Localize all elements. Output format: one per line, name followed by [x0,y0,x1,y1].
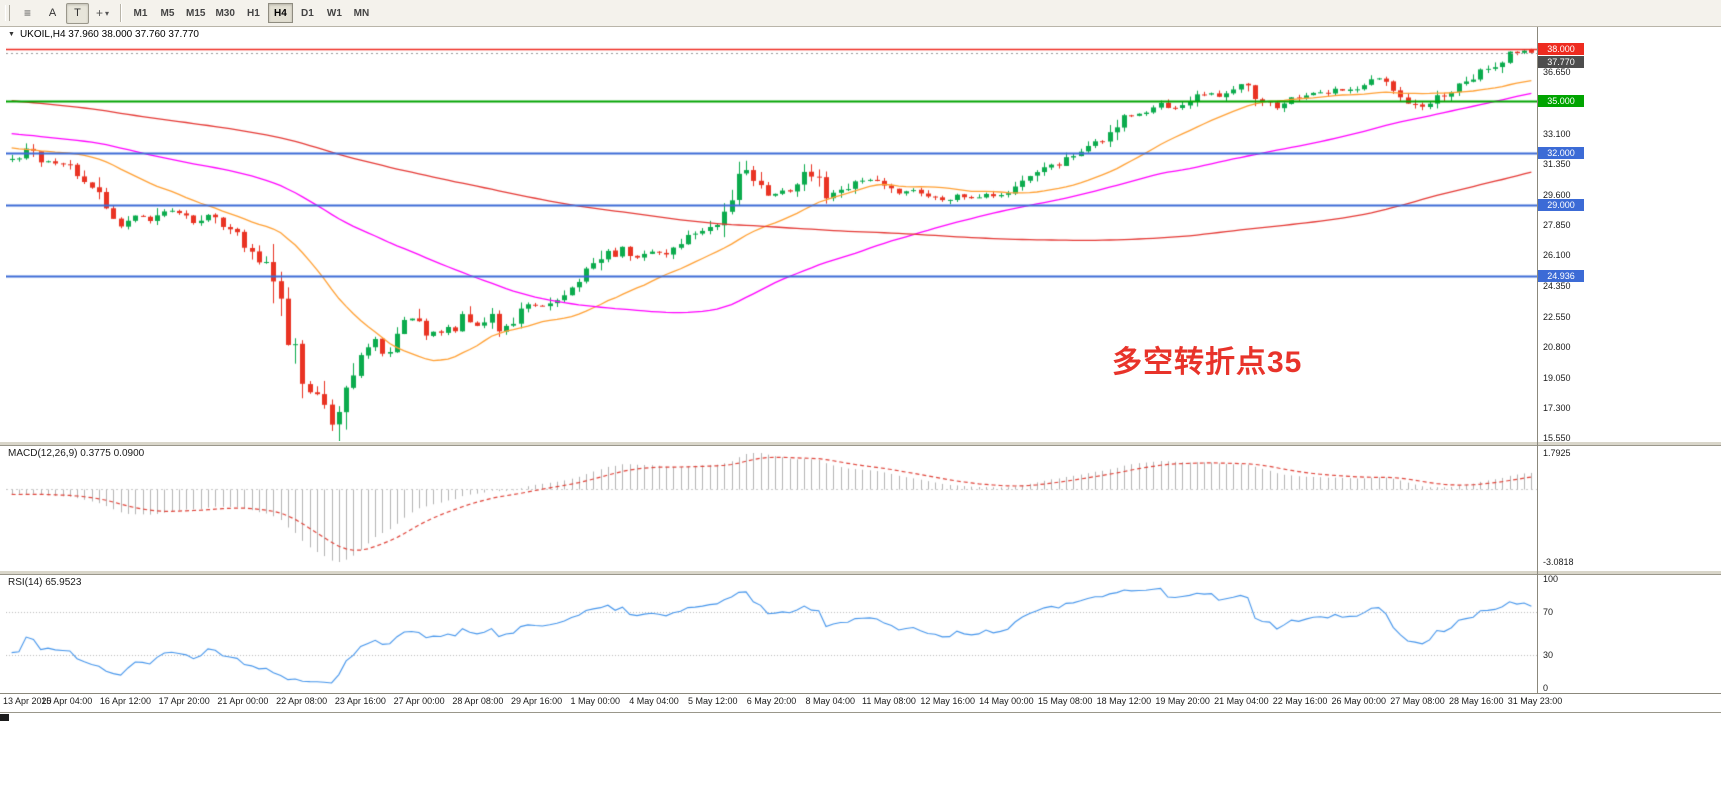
time-axis-label: 8 May 04:00 [805,696,855,706]
price-axis-tick: 19.050 [1543,372,1571,383]
time-axis-separator [0,693,1721,694]
time-axis-label: 28 Apr 08:00 [452,696,504,706]
rsi-axis: 100 70 30 0 [1538,0,1720,693]
price-label-box: 35.000 [1538,94,1584,107]
time-axis-label: 6 May 20:00 [746,696,797,706]
price-axis-tick: 26.100 [1543,250,1571,261]
price-label-box: 38.000 [1538,42,1584,55]
macd-canvas[interactable] [6,446,1537,570]
timeframe-h1-button[interactable]: H1 [241,3,266,23]
time-axis-label: 27 Apr 00:00 [393,696,445,706]
rsi-axis-label: 100 [1543,574,1559,584]
time-axis-label: 14 May 00:00 [979,696,1034,706]
time-axis-label: 1 May 00:00 [570,696,621,706]
time-axis-label: 21 Apr 00:00 [217,696,269,706]
price-axis-separator [1537,27,1538,693]
rsi-axis-label: 30 [1543,650,1554,661]
rsi-label: RSI(14) 65.9523 [8,577,82,588]
time-axis-label: 4 May 04:00 [629,696,679,706]
crosshair-icon: + [95,6,103,20]
price-axis-tick: 29.600 [1543,189,1571,200]
text-tool-button[interactable]: T [66,2,89,24]
price-axis-tick: 33.100 [1543,128,1571,139]
timeframe-m15-button[interactable]: M15 [182,3,209,23]
price-axis: 36.650 33.100 31.350 29.600 27.850 26.100 24.3… [1538,0,1720,693]
time-axis-label: 28 May 16:00 [1448,696,1504,706]
time-axis-label: 11 May 08:00 [862,696,916,706]
time-axis-label: 21 May 04:00 [1214,696,1269,706]
price-chart-canvas[interactable] [6,41,1537,441]
rsi-canvas[interactable] [6,575,1537,693]
time-axis-label: 22 Apr 08:00 [276,696,328,706]
macd-axis-label: 1.7925 [1543,448,1571,458]
timeframe-w1-button[interactable]: W1 [322,3,347,23]
price-label-box: 37.770 [1538,55,1584,68]
timeframe-toolbar: M1 M5 M15 M30 H1 H4 D1 W1 MN [127,3,375,23]
timeframe-mn-button[interactable]: MN [349,3,374,23]
time-axis-label: 26 May 00:00 [1331,696,1387,706]
price-axis-tick: 24.350 [1543,280,1571,291]
macd-label: MACD(12,26,9) 0.3775 0.0900 [8,448,145,459]
time-axis-label: 31 May 23:00 [1507,696,1563,706]
price-axis-tick: 17.300 [1543,403,1571,414]
macd-axis: 1.7925 -3.0818 [1538,0,1720,693]
arrow-tool-button[interactable]: A [41,3,64,24]
rsi-axis-label: 70 [1543,606,1554,617]
price-label-box: 24.936 [1538,269,1584,282]
charts-list-button[interactable]: ≡ [16,3,39,24]
toolbar-grip[interactable] [5,5,10,21]
timeframe-m30-button[interactable]: M30 [211,3,238,23]
main-toolbar: ≡ A T + ▾ M1 M5 M15 M30 H1 H4 D1 W1 MN [0,0,1721,27]
chart-annotation[interactable]: 多空转折点35 [1112,346,1303,379]
caret-down-icon: ▾ [105,8,110,18]
time-axis-label: 15 Apr 04:00 [41,696,93,706]
panel-divider-rsi[interactable] [0,570,1721,575]
time-axis-label: 29 Apr 16:00 [511,696,563,706]
symbol-marker-icon: ▼ [8,31,15,38]
price-axis-tick: 22.550 [1543,311,1571,322]
timeframe-h4-button[interactable]: H4 [267,3,293,23]
drawing-tools-button[interactable]: + ▾ [91,3,114,24]
chart-title: ▼ UKOIL,H4 37.960 38.000 37.760 37.770 [8,29,199,40]
time-axis-label: 23 Apr 16:00 [334,696,386,706]
time-axis-label: 18 May 12:00 [1096,696,1152,706]
time-axis-label: 12 May 16:00 [920,696,975,706]
price-axis-tick: 15.550 [1543,433,1571,444]
price-axis-tick: 36.650 [1543,67,1571,78]
panel-divider-macd[interactable] [0,441,1721,446]
time-axis-label: 22 May 16:00 [1272,696,1328,706]
taskbar-fragment [0,714,9,721]
time-axis-label: 17 Apr 20:00 [158,696,210,706]
timeframe-m5-button[interactable]: M5 [155,3,180,23]
chart-list-icon: ≡ [23,6,31,20]
time-axis-label: 16 Apr 12:00 [99,696,151,706]
time-axis[interactable]: 13 Apr 2020 15 Apr 04:00 16 Apr 12:00 17 Ap… [0,696,1721,709]
price-axis-tick: 20.800 [1543,342,1571,353]
price-label-box: 32.000 [1538,146,1584,159]
toolbar-separator [120,4,122,22]
price-axis-tick: 31.350 [1543,159,1571,170]
timeframe-m1-button[interactable]: M1 [128,3,153,23]
chart-ohlc-readout: UKOIL,H4 37.960 38.000 37.760 37.770 [19,29,199,40]
time-axis-label: 15 May 08:00 [1037,696,1093,706]
macd-axis-label: -3.0818 [1543,557,1574,567]
window-bottom-border [0,712,1721,713]
time-axis-label: 27 May 08:00 [1390,696,1445,706]
rsi-axis-label: 0 [1543,683,1549,693]
time-axis-label: 19 May 20:00 [1155,696,1210,706]
time-axis-label: 13 Apr 2020 [3,696,52,706]
price-label-box: 29.000 [1538,198,1584,211]
timeframe-d1-button[interactable]: D1 [295,3,320,23]
time-axis-label: 5 May 12:00 [688,696,738,706]
price-axis-tick: 27.850 [1543,219,1571,230]
